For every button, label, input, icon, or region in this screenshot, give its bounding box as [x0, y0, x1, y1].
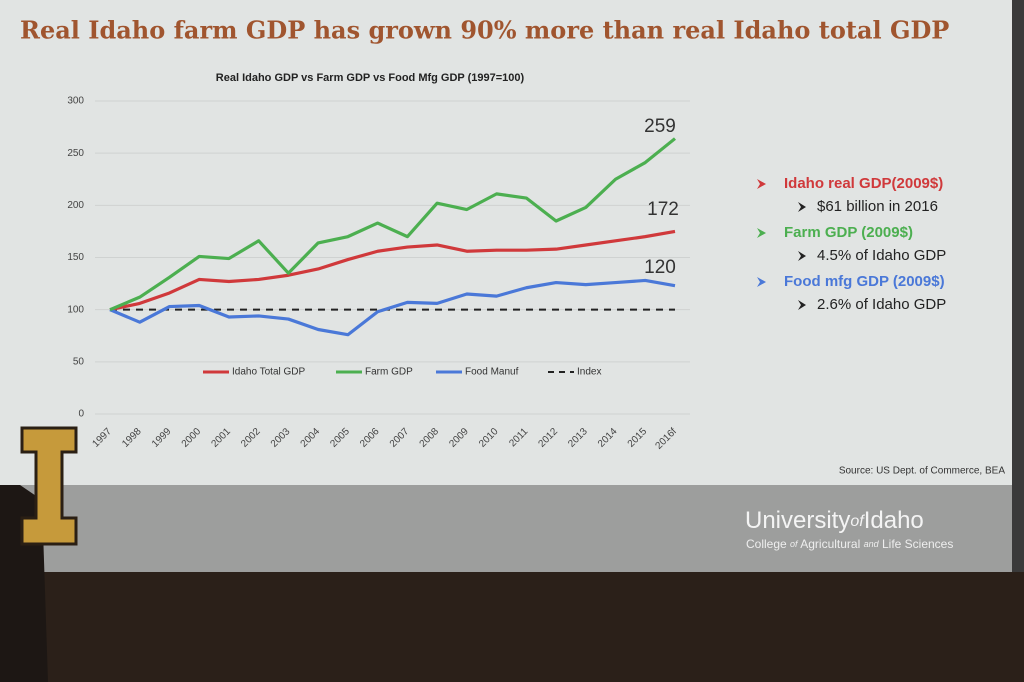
series-line — [109, 229, 676, 312]
y-tick-label: 250 — [67, 148, 84, 159]
slide-title: Real Idaho farm GDP has grown 90% more t… — [20, 16, 949, 45]
y-tick-label: 150 — [67, 252, 84, 263]
series-line — [109, 278, 676, 337]
logo-word: University — [745, 507, 850, 534]
bullet-text: Farm GDP (2009$) — [784, 224, 913, 241]
logo-letter — [20, 426, 78, 546]
logo-word: Idaho — [864, 507, 924, 534]
bullet-text: Idaho real GDP(2009$) — [784, 175, 943, 192]
annotation: 120 — [644, 257, 676, 278]
annotation: 259 — [644, 116, 676, 137]
slide-background — [0, 0, 1012, 572]
logo-word: Life Sciences — [882, 537, 953, 551]
chart-title: Real Idaho GDP vs Farm GDP vs Food Mfg G… — [216, 72, 525, 84]
source: Source: US Dept. of Commerce, BEA — [839, 466, 1006, 477]
bullet-arrow — [757, 228, 766, 238]
logo-name: UniversityofIdaho — [745, 507, 924, 534]
y-tick-label: 50 — [73, 356, 85, 367]
logo-word: College — [746, 537, 787, 551]
footer-band — [0, 485, 1012, 572]
logo-word: of — [850, 513, 865, 530]
legend-label: Index — [577, 367, 601, 378]
y-tick-label: 200 — [67, 200, 84, 211]
screen-edge — [1012, 0, 1024, 572]
logo-word: Agricultural — [800, 537, 860, 551]
y-tick-label: 300 — [67, 96, 84, 107]
y-tick-label: 0 — [78, 409, 84, 420]
bullet-arrow — [757, 179, 766, 189]
logo-word: of — [790, 539, 799, 549]
sub-bullet-arrow — [798, 251, 806, 261]
bullet-detail: $61 billion in 2016 — [817, 198, 938, 215]
legend-label: Farm GDP — [365, 367, 413, 378]
bullet-detail: 4.5% of Idaho GDP — [817, 247, 946, 264]
sub-bullet-arrow — [798, 300, 806, 310]
legend-label: Idaho Total GDP — [232, 367, 306, 378]
y-tick-label: 100 — [67, 304, 84, 315]
sub-bullet-arrow — [798, 202, 806, 212]
bullet-text: Food mfg GDP (2009$) — [784, 273, 945, 290]
bullet-detail: 2.6% of Idaho GDP — [817, 296, 946, 313]
logo-subtitle: College of Agricultural and Life Science… — [746, 537, 953, 551]
series-line — [109, 137, 677, 312]
bullet-arrow — [757, 277, 766, 287]
annotation: 172 — [647, 199, 679, 220]
logo-word: and — [864, 539, 880, 549]
legend-label: Food Manuf — [465, 367, 519, 378]
